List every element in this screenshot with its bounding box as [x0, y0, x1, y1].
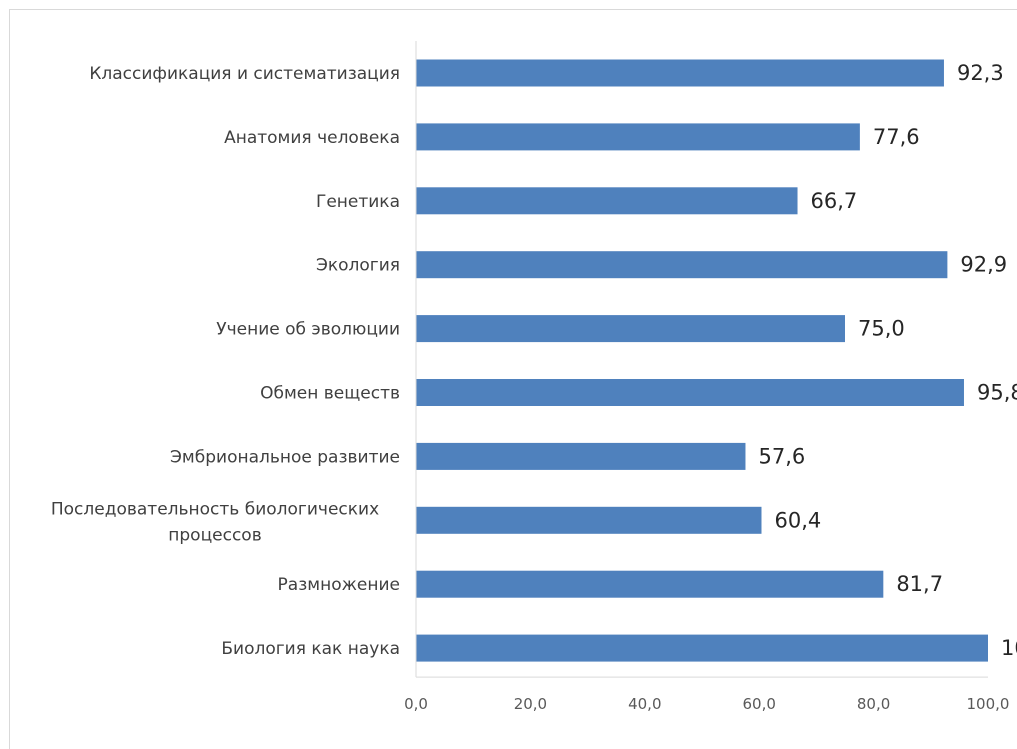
x-tick-label: 80,0	[857, 695, 890, 713]
data-label: 75,0	[858, 317, 905, 341]
category-label: Классификация и систематизация	[89, 64, 400, 84]
bar	[416, 634, 988, 662]
x-tick-label: 0,0	[404, 695, 428, 713]
data-label: 77,6	[873, 125, 920, 149]
category-label: Экология	[316, 256, 400, 276]
data-label: 92,3	[957, 61, 1004, 85]
category-label: Последовательность биологических процессо…	[51, 499, 379, 545]
data-label: 100,0	[1001, 636, 1017, 660]
bar	[416, 187, 798, 215]
bar	[416, 442, 746, 470]
bar	[416, 315, 845, 343]
data-labels: 92,3 77,6 66,7 92,9 75,0 95,8 57,6 60,4 81,7 100,…	[758, 61, 1017, 660]
category-label: Обмен веществ	[260, 384, 400, 404]
bar	[416, 59, 944, 87]
category-label: Учение об эволюции	[216, 320, 400, 340]
category-label: Анатомия человека	[224, 128, 400, 148]
data-label: 57,6	[758, 444, 805, 468]
category-label: Генетика	[316, 192, 400, 212]
category-label: Размножение	[278, 575, 400, 595]
category-labels: Классификация и систематизация Анатомия ч…	[51, 64, 400, 659]
category-label: Биология как наука	[221, 639, 400, 659]
x-tick-label: 100,0	[967, 695, 1010, 713]
data-label: 95,8	[977, 381, 1017, 405]
data-label: 81,7	[896, 572, 943, 596]
x-axis: 0,0 20,0 40,0 60,0 80,0 100,0	[404, 41, 1009, 713]
bar	[416, 506, 762, 534]
bar	[416, 123, 860, 151]
bar	[416, 251, 948, 279]
chart-frame	[9, 9, 1017, 749]
category-label: Эмбриональное развитие	[170, 447, 400, 467]
bar	[416, 379, 964, 406]
data-label: 92,9	[960, 253, 1007, 277]
bars-layer	[416, 59, 988, 662]
data-label: 66,7	[811, 189, 858, 213]
bar	[416, 570, 884, 598]
x-tick-label: 60,0	[742, 695, 775, 713]
x-tick-label: 20,0	[514, 695, 547, 713]
data-label: 60,4	[774, 508, 821, 532]
x-tick-label: 40,0	[628, 695, 661, 713]
